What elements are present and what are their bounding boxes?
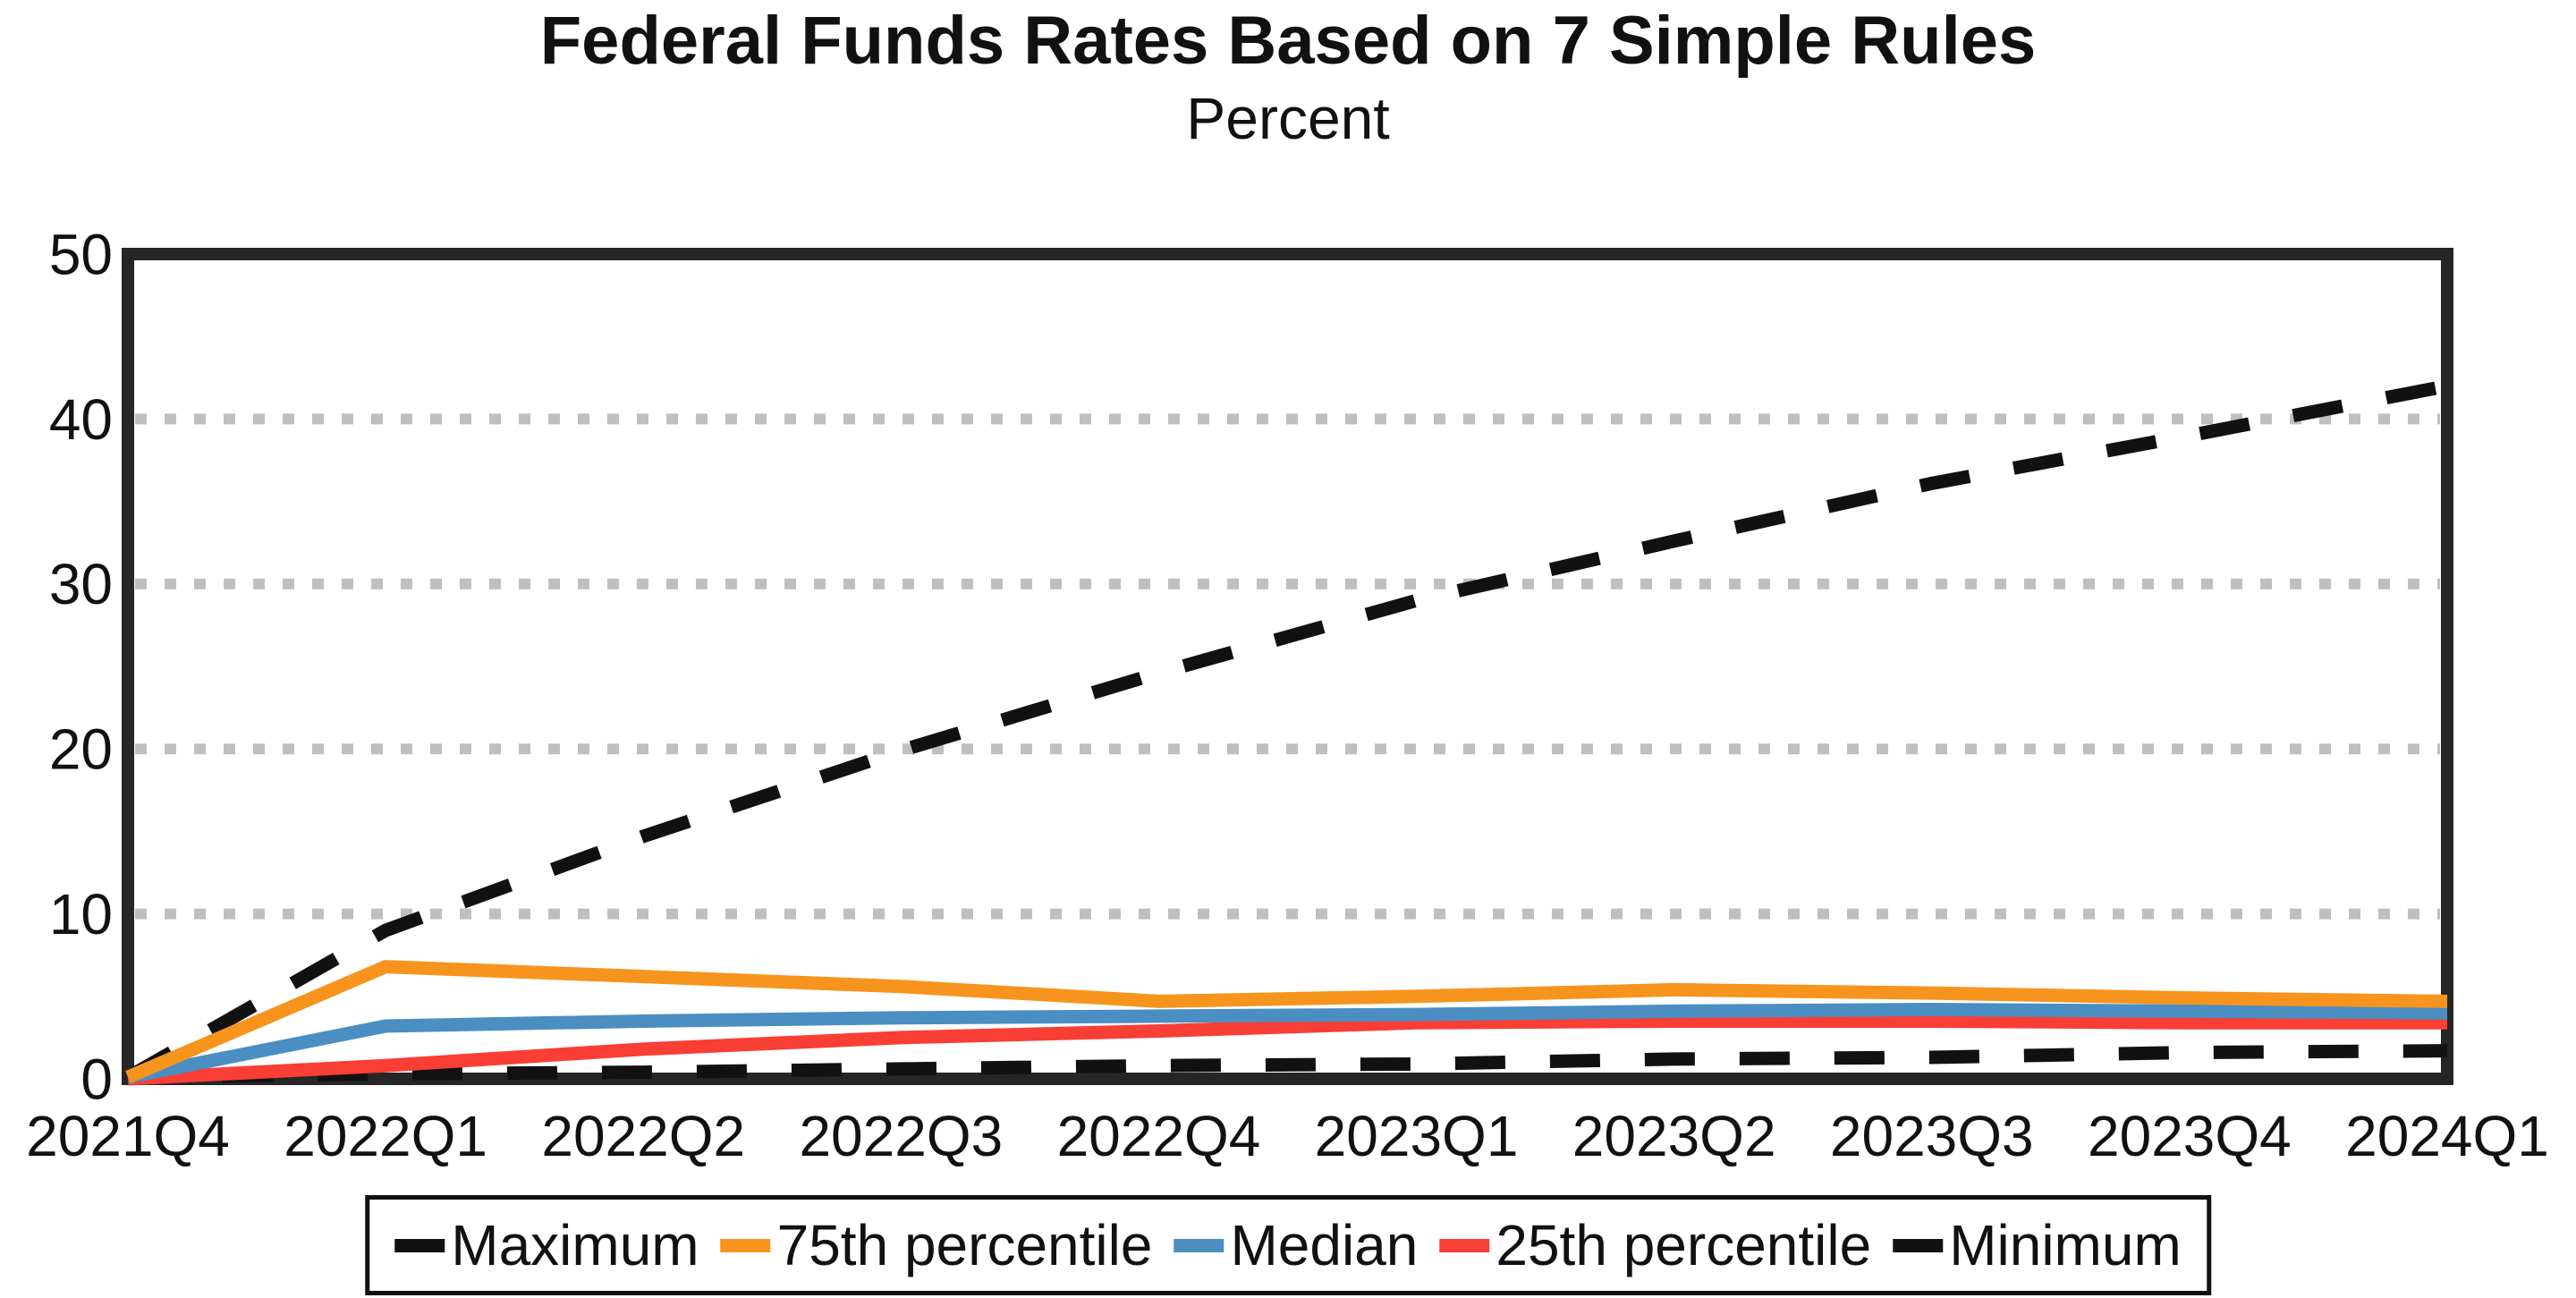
legend-item-median: Median (1174, 1212, 1418, 1278)
series-line-maximum (124, 379, 2449, 1083)
legend-item-25th-percentile: 25th percentile (1439, 1212, 1871, 1278)
series-line-median (126, 1003, 2448, 1084)
legend-label: Median (1230, 1213, 1419, 1277)
x-tick-label: 2023Q2 (1572, 1104, 1776, 1168)
legend-swatch (1893, 1238, 1944, 1252)
legend-item-75th-percentile: 75th percentile (720, 1212, 1153, 1278)
series-line-25th-percentile (127, 1014, 2447, 1086)
plot-border (122, 248, 2453, 1085)
y-tick-label: 50 (49, 222, 113, 286)
y-tick-label: 40 (49, 387, 113, 452)
x-tick-label: 2021Q4 (26, 1104, 230, 1168)
x-tick-label: 2022Q3 (799, 1104, 1003, 1168)
series-line-minimum (127, 1044, 2448, 1084)
series-line-75th-percentile (125, 960, 2448, 1084)
chart-title: Federal Funds Rates Based on 7 Simple Ru… (539, 3, 2037, 79)
legend-swatch (720, 1238, 771, 1252)
legend-label: 25th percentile (1496, 1213, 1872, 1277)
legend-swatch (1174, 1238, 1224, 1252)
x-tick-label: 2022Q4 (1057, 1104, 1261, 1168)
legend: Maximum 75th percentile Median 25th percent… (365, 1195, 2211, 1295)
x-tick-label: 2022Q1 (284, 1104, 487, 1168)
y-tick-label: 0 (80, 1047, 113, 1111)
y-tick-label: 20 (49, 717, 113, 782)
legend-swatch (1439, 1238, 1490, 1252)
x-tick-label: 2022Q2 (541, 1104, 745, 1168)
y-tick-label: 10 (49, 882, 113, 946)
chart-subtitle: Percent (1186, 85, 1390, 151)
x-tick-label: 2023Q4 (2088, 1104, 2292, 1168)
legend-item-maximum: Maximum (394, 1212, 699, 1278)
legend-swatch (394, 1238, 445, 1252)
legend-label: Minimum (1949, 1213, 2182, 1277)
legend-item-minimum: Minimum (1893, 1212, 2182, 1278)
x-tick-label: 2024Q1 (2345, 1104, 2549, 1168)
y-tick-label: 30 (49, 552, 113, 616)
x-tick-label: 2023Q1 (1315, 1104, 1519, 1168)
legend-label: Maximum (451, 1213, 699, 1277)
x-tick-label: 2023Q3 (1830, 1104, 2034, 1168)
legend-label: 75th percentile (776, 1213, 1153, 1277)
